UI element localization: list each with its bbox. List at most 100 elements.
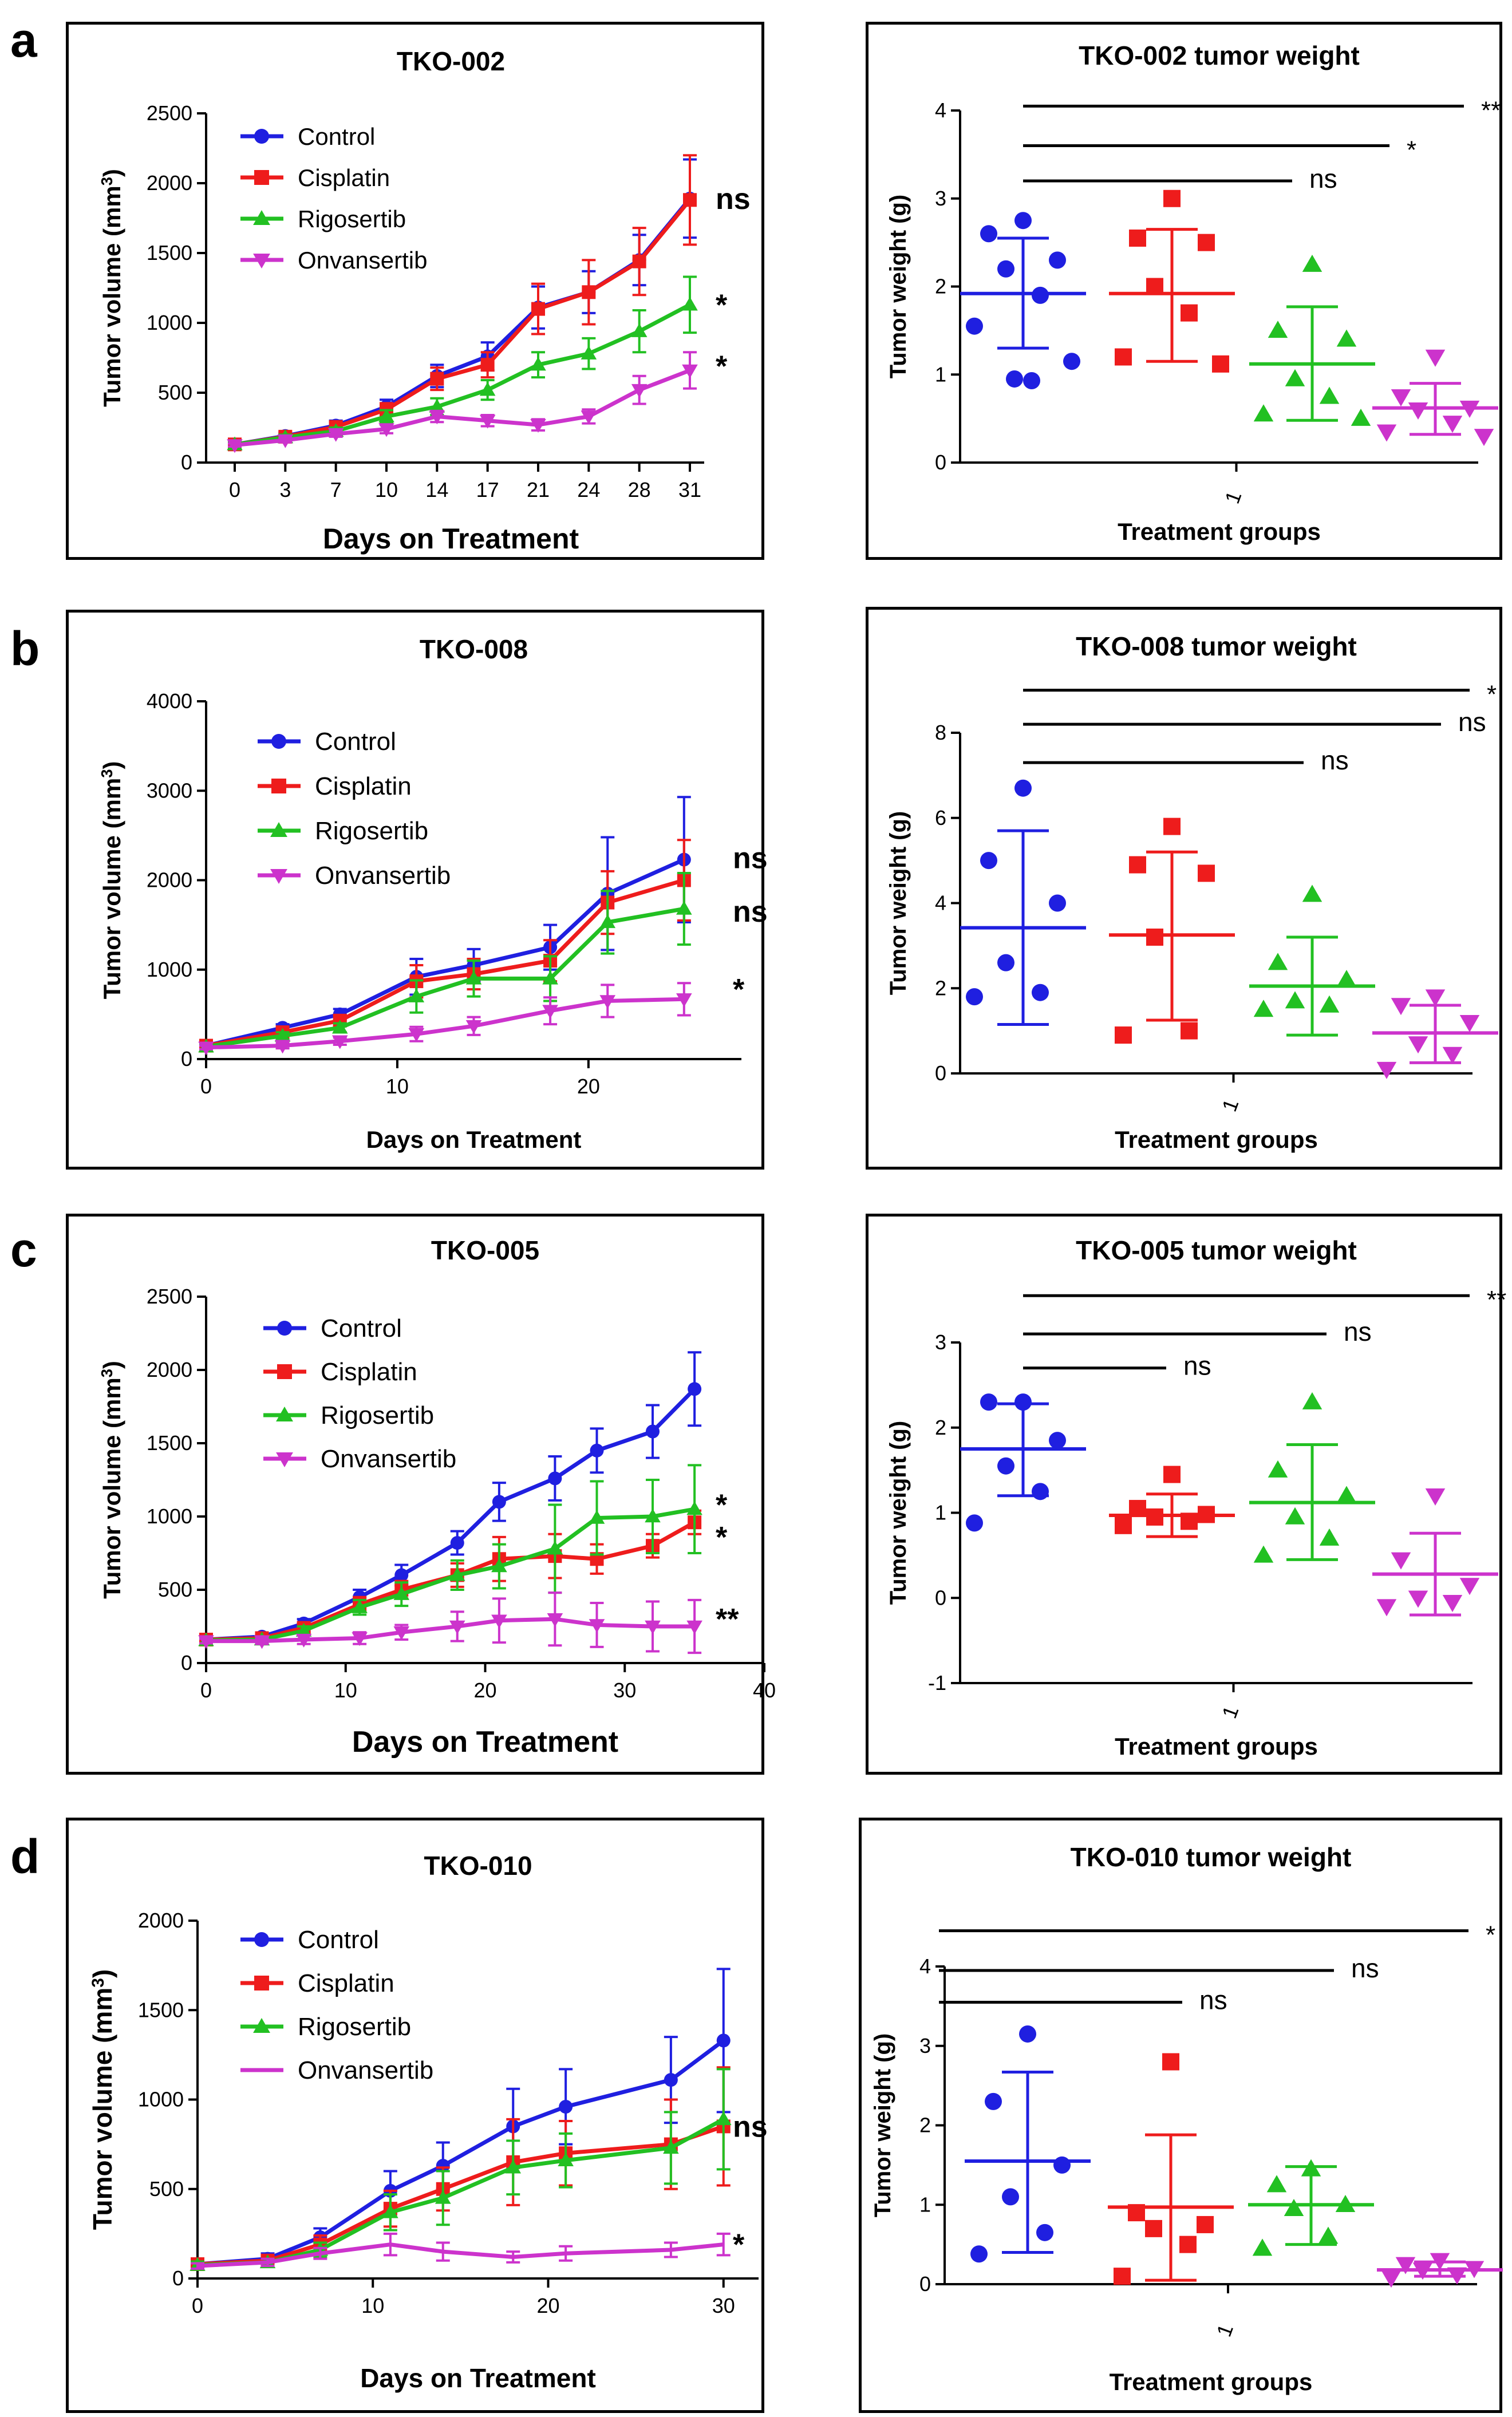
chart4-point-control	[394, 1568, 409, 1582]
chart4-ytick-label: 500	[158, 1578, 192, 1601]
chart-c-weight: TKO-005 tumor weight -1 0 1 2 3 1 Treatment gro…	[886, 1235, 1506, 1760]
chart4-point-onvansertib	[449, 1620, 465, 1634]
chart2-xtick-label: 10	[386, 1075, 409, 1098]
chart6-point-rigosertib	[505, 2159, 522, 2174]
chart2-series-line-rigosertib	[206, 907, 685, 1049]
chart3-data-point	[1442, 1046, 1463, 1064]
chart5-data-point	[1049, 1432, 1066, 1450]
chart0-point-onvansertib	[227, 439, 243, 453]
chart2-series-line-onvansertib	[206, 997, 684, 1050]
chart1-xlabel: Treatment groups	[1118, 518, 1321, 545]
chart0-ytick-label: 2500	[147, 101, 192, 125]
chart4-ytick-label: 2500	[147, 1285, 192, 1308]
chart2-point-onvansertib	[274, 1040, 291, 1054]
chart6-point-control	[716, 2033, 731, 2048]
chart1-data-point	[1006, 370, 1023, 388]
chart-b-volume: TKO-008 0 1000 2000 3000 4000 0 10 20 Days on Tre…	[98, 634, 768, 1153]
chart0-point-rigosertib	[378, 408, 394, 422]
chart2-point-onvansertib	[331, 1035, 348, 1049]
chart3-ytick-label: 2	[935, 976, 946, 1000]
chart6-legend-marker	[253, 2018, 270, 2033]
chart1-significance-label: ns	[1309, 164, 1337, 193]
chart1-data-point	[1023, 372, 1040, 390]
chart4-xlabel: Days on Treatment	[352, 1725, 618, 1759]
chart0-point-onvansertib	[479, 414, 496, 429]
chart0-ytick-label: 0	[181, 451, 192, 474]
chart7-xtick-label: 1	[1212, 2321, 1238, 2340]
chart2-series-line-control	[206, 858, 685, 1048]
chart5-data-point	[1032, 1483, 1049, 1500]
chart1-data-point	[997, 260, 1014, 278]
chart4-point-rigosertib	[645, 1508, 661, 1523]
chart6-significance-label: *	[733, 2229, 745, 2262]
chart2-point-onvansertib	[408, 1028, 425, 1042]
chart1-data-point	[1268, 321, 1288, 338]
chart3-title: TKO-008 tumor weight	[1076, 631, 1357, 661]
chart5-ylabel: Tumor weight (g)	[886, 1421, 911, 1605]
chart6-point-control	[664, 2073, 678, 2087]
chart2-point-onvansertib	[676, 993, 692, 1008]
chart3-data-point	[1049, 894, 1066, 912]
chart2-point-onvansertib	[198, 1041, 214, 1056]
chart1-data-point	[1014, 212, 1032, 230]
chart5-data-point	[1129, 1500, 1146, 1518]
chart5-significance-label: **	[1487, 1286, 1506, 1314]
chart4-xtick-label: 0	[200, 1679, 212, 1702]
chart7-data-point	[1381, 2270, 1402, 2288]
chart4-xtick-label: 30	[613, 1679, 636, 1702]
chart6-point-control	[436, 2159, 450, 2173]
chart5-data-point	[1163, 1466, 1181, 1483]
chart4-ytick-label: 2000	[147, 1358, 192, 1381]
chart5-ytick-label: 1	[935, 1501, 946, 1525]
chart3-significance-label: ns	[1321, 745, 1349, 775]
chart2-xlabel: Days on Treatment	[366, 1126, 582, 1153]
chart0-legend-label: Cisplatin	[298, 164, 390, 191]
chart4-point-rigosertib	[449, 1567, 465, 1581]
chart6-point-rigosertib	[663, 2140, 679, 2154]
chart1-data-point	[1336, 329, 1357, 347]
chart5-data-point	[1319, 1528, 1340, 1546]
chart7-data-point	[1019, 2025, 1036, 2043]
chart1-data-point	[1129, 229, 1146, 247]
chart1-data-point	[1146, 278, 1163, 295]
chart0-point-rigosertib	[631, 323, 648, 337]
chart0-ytick-label: 2000	[147, 171, 192, 195]
chart6-xtick-label: 20	[536, 2294, 559, 2317]
chart0-ylabel: Tumor volume (mm3)	[98, 169, 125, 407]
chart2-ytick-label: 1000	[147, 958, 192, 981]
chart5-data-point	[1198, 1506, 1215, 1523]
chart5-ytick-label: 2	[935, 1416, 946, 1439]
chart5-data-point	[1391, 1552, 1411, 1570]
chart2-point-rigosertib	[331, 1020, 348, 1034]
panel-letter-d: d	[10, 1830, 40, 1883]
chart4-point-control	[688, 1382, 702, 1396]
chart4-legend-label: Control	[321, 1314, 402, 1342]
chart6-point-control	[559, 2100, 573, 2114]
chart2-point-rigosertib	[408, 988, 425, 1002]
chart6-legend-label: Onvansertib	[298, 2056, 433, 2084]
chart6-xtick-label: 30	[712, 2294, 735, 2317]
chart3-data-point	[1285, 991, 1305, 1009]
chart2-ylabel: Tumor volume (mm3)	[98, 761, 125, 1000]
chart4-series-line-control	[206, 1387, 696, 1642]
chart1-data-point	[1198, 234, 1215, 251]
chart1-data-point	[1253, 404, 1274, 422]
chart6-significance-label: ns	[733, 2110, 768, 2143]
chart1-data-point	[1391, 389, 1411, 406]
chart2-series-line-cisplatin	[206, 878, 685, 1048]
chart1-data-point	[1408, 402, 1428, 420]
chart3-ytick-label: 6	[935, 806, 946, 830]
chart4-xtick-label: 20	[473, 1679, 496, 1702]
chart0-legend-label: Rigosertib	[298, 206, 406, 232]
chart1-data-point	[1425, 349, 1446, 367]
chart4-point-control	[450, 1536, 464, 1550]
chart7-data-point	[1128, 2204, 1145, 2222]
chart3-ylabel: Tumor weight (g)	[886, 811, 911, 995]
chart4-point-onvansertib	[491, 1614, 507, 1629]
chart-b-weight: TKO-008 tumor weight 0 2 4 6 8 1 Treatment grou…	[886, 631, 1498, 1153]
panel-a-weight: TKO-002 tumor weight 0 1 2 3 4 1 Treatment grou…	[866, 22, 1502, 560]
chart3-data-point	[997, 954, 1014, 971]
chart1-xtick-label: 1	[1220, 488, 1246, 507]
chart3-data-point	[1268, 953, 1288, 970]
chart0-xtick-label: 3	[279, 478, 291, 501]
